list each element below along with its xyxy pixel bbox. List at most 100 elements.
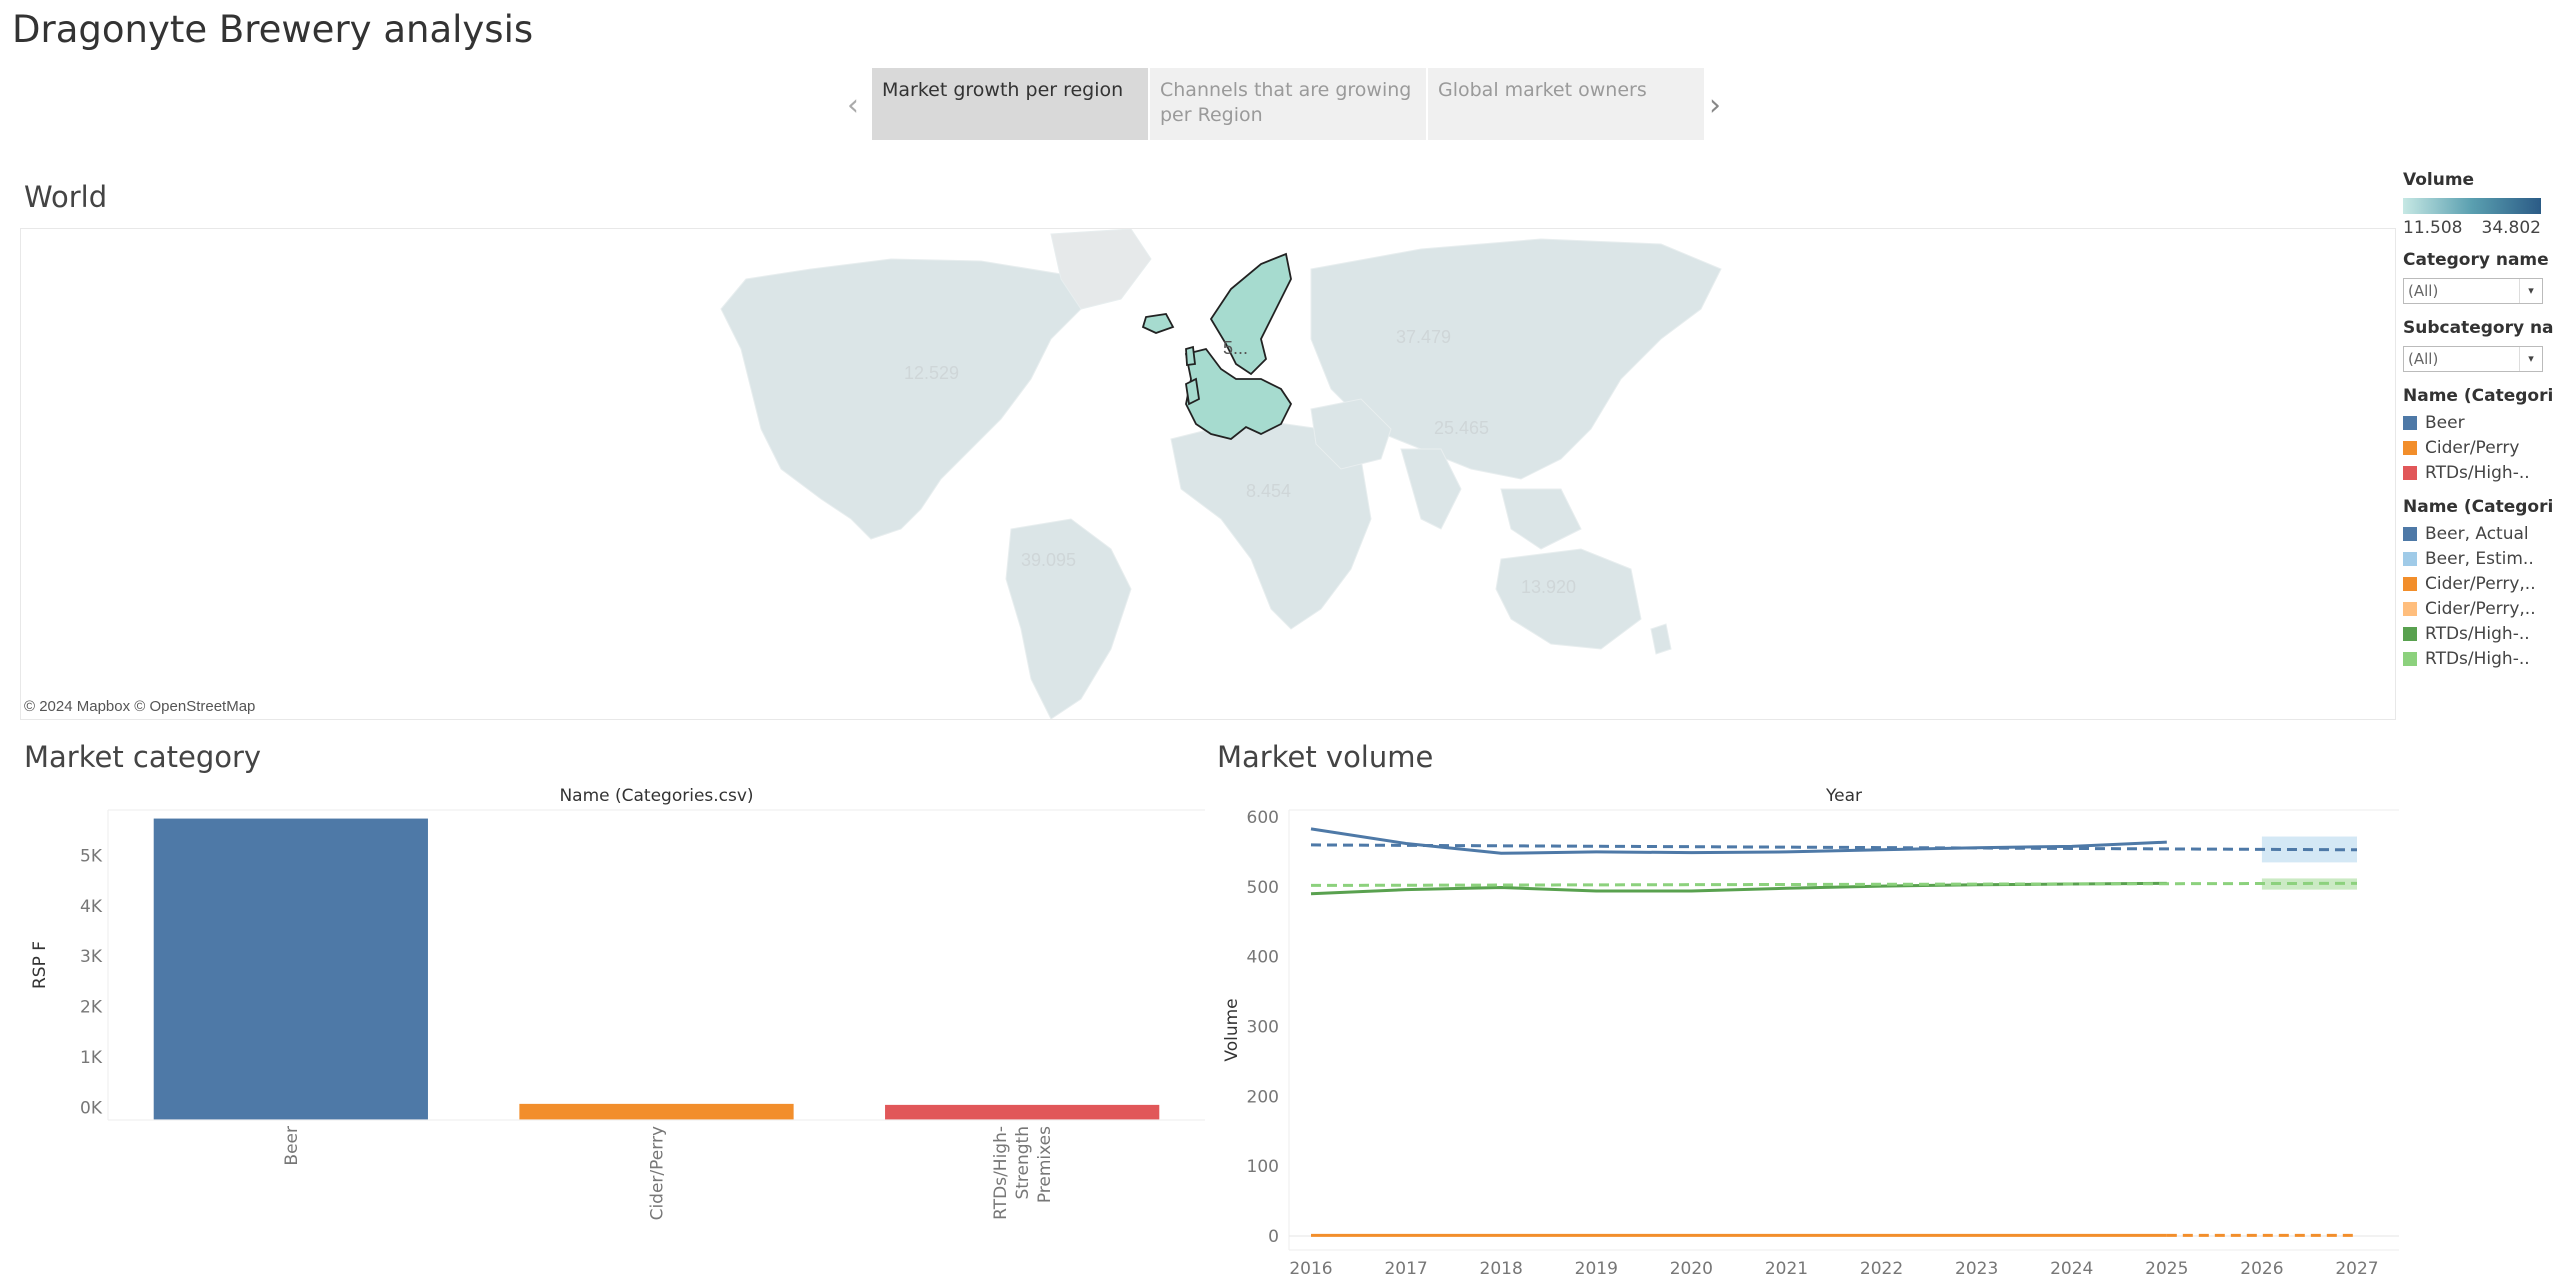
x-tick-line: Beer [282,1126,302,1166]
legend-swatch [2403,576,2417,591]
legend-item[interactable]: Cider/Perry,.. [2403,596,2553,621]
category-filter-dropdown[interactable]: (All) ▾ [2403,278,2543,304]
map-label-south-america: 39.095 [1021,550,1076,570]
y-tick-label: 600 [1247,808,1279,828]
bar-0 [153,818,428,1120]
y-axis-title: RSP F [30,941,50,989]
subcategory-filter-title: Subcategory na.. [2403,318,2553,338]
legend-swatch [2403,551,2417,566]
volume-legend-title: Volume [2403,170,2475,190]
legend-item[interactable]: Beer, Actual [2403,521,2553,546]
market-volume-title: Market volume [1217,740,1434,774]
story-tab-global-owners[interactable]: Global market owners [1428,68,1704,140]
x-tick-label: 2027 [2335,1259,2378,1279]
category-filter-title: Category name [2403,250,2549,270]
world-map[interactable]: 12.529 5... 37.479 25.465 8.454 39.095 1… [20,228,2396,720]
volume-gradient [2403,198,2541,214]
legend-swatch [2403,601,2417,616]
legend-item[interactable]: RTDs/High-.. [2403,646,2553,671]
map-region-europe [1141,252,1293,440]
x-tick-label: 2024 [2050,1259,2093,1279]
legend-swatch [2403,626,2417,641]
legend-item[interactable]: Cider/Perry,.. [2403,571,2553,596]
y-tick-label: 5K [80,846,103,866]
legend-label: Beer [2425,412,2465,433]
market-volume-line-chart: Year Volume 0 100 200 300 400 500 600 2016 2017 201… [1222,786,2399,1279]
y-tick-label: 0K [80,1098,103,1118]
y-tick-label: 500 [1247,878,1279,898]
volume-min-label: 11.508 [2403,218,2463,238]
y-tick-label: 200 [1247,1087,1279,1107]
x-tick-line: Cider/Perry [648,1126,668,1220]
map-label-africa: 8.454 [1246,481,1291,501]
x-tick-label: Cider/Perry [648,1126,668,1220]
x-tick-label: 2016 [1289,1259,1332,1279]
legend-panel: Volume 11.508 34.802 Category name (All)… [2403,170,2553,671]
y-axis-title: Volume [1222,998,1242,1061]
chevron-right-icon[interactable]: › [1709,88,1721,123]
x-tick-label: 2026 [2240,1259,2283,1279]
map-label-south-asia: 25.465 [1434,418,1489,438]
map-label-oceania: 13.920 [1521,577,1576,597]
category-legend-title: Name (Categori.. [2403,386,2553,406]
map-region-north-america [720,258,1092,540]
x-tick-line: Premixes [1035,1126,1055,1203]
legend-item[interactable]: Cider/Perry [2403,435,2553,460]
app-title: Dragonyte Brewery analysis [12,8,534,51]
map-value-labels: 12.529 5... 37.479 25.465 8.454 39.095 1… [904,327,1576,597]
legend-label: Cider/Perry,.. [2425,598,2536,619]
legend-swatch [2403,465,2417,480]
map-region-south-america [1005,518,1132,719]
x-tick-label: 2020 [1670,1259,1713,1279]
legend-label: Cider/Perry,.. [2425,573,2536,594]
x-tick-label: 2025 [2145,1259,2188,1279]
legend-item[interactable]: Beer [2403,410,2553,435]
legend-label: Beer, Estim.. [2425,548,2534,569]
map-attribution: © 2024 Mapbox © OpenStreetMap [24,698,256,715]
legend-label: RTDs/High-.. [2425,623,2530,644]
forecast-legend: Beer, Actual Beer, Estim.. Cider/Perry,.. C… [2403,521,2553,671]
bar-2 [885,1104,1160,1120]
legend-swatch [2403,651,2417,666]
map-region-oceania [1495,548,1642,650]
x-tick-label: 2017 [1384,1259,1427,1279]
category-legend: Beer Cider/Perry RTDs/High-.. [2403,410,2553,485]
y-tick-label: 3K [80,947,103,967]
legend-item[interactable]: RTDs/High-.. [2403,621,2553,646]
legend-swatch [2403,415,2417,430]
subcategory-filter-dropdown[interactable]: (All) ▾ [2403,346,2543,372]
x-tick-label: 2021 [1765,1259,1808,1279]
story-tab-channels[interactable]: Channels that are growing per Region [1150,68,1426,140]
x-tick-label: Beer [282,1126,302,1166]
story-navigator: ‹ Market growth per region Channels that… [840,68,1721,140]
legend-swatch [2403,526,2417,541]
x-tick-label: 2022 [1860,1259,1903,1279]
map-label-europe: 5... [1223,338,1248,358]
legend-label: RTDs/High-.. [2425,648,2530,669]
legend-item[interactable]: RTDs/High-.. [2403,460,2553,485]
x-tick-label: 2018 [1480,1259,1523,1279]
y-tick-label: 2K [80,998,103,1018]
x-tick-label: 2019 [1575,1259,1618,1279]
y-tick-label: 0 [1268,1227,1279,1247]
market-category-title: Market category [24,740,262,774]
x-tick-label: 2023 [1955,1259,1998,1279]
chevron-left-icon[interactable]: ‹ [847,88,859,123]
legend-label: Beer, Actual [2425,523,2529,544]
y-tick-label: 400 [1247,948,1279,968]
volume-max-label: 34.802 [2481,218,2541,238]
legend-label: RTDs/High-.. [2425,462,2530,483]
x-tick-line: Strength [1013,1126,1033,1200]
y-tick-label: 300 [1247,1018,1279,1038]
forecast-legend-title: Name (Categori.. [2403,497,2553,517]
market-category-bar-chart: Name (Categories.csv) RSP F 0K 1K 2K 3K 4K 5K Be… [30,786,1205,1220]
series-line-1 [1310,843,2358,852]
series-line-3 [1310,881,2358,887]
legend-swatch [2403,440,2417,455]
story-tab-market-growth[interactable]: Market growth per region [872,68,1148,140]
chevron-down-icon[interactable]: ▾ [2519,279,2542,303]
legend-item[interactable]: Beer, Estim.. [2403,546,2553,571]
x-axis-title: Name (Categories.csv) [559,786,753,806]
chevron-down-icon[interactable]: ▾ [2519,347,2542,371]
map-title: World [24,180,108,214]
